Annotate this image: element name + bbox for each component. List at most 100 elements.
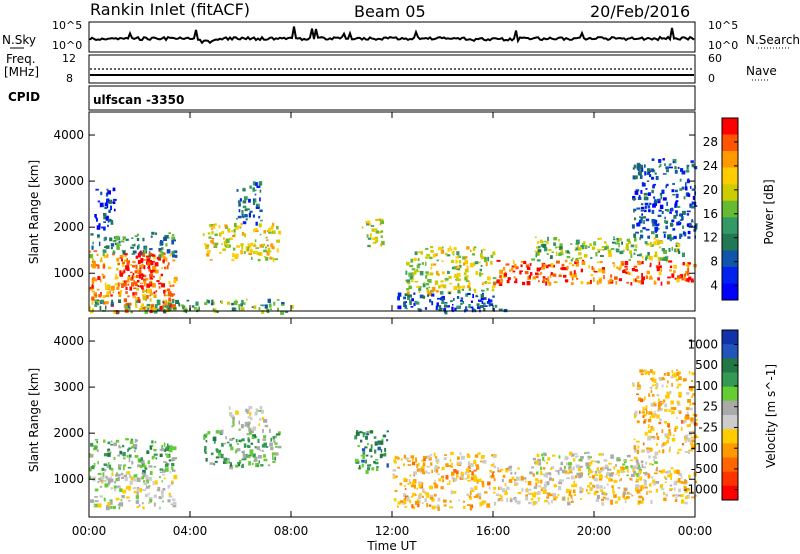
echo-cell (242, 200, 247, 204)
echo-cell (682, 225, 685, 229)
echo-cell (684, 278, 687, 282)
echo-cell (510, 267, 514, 271)
echo-cell (94, 488, 99, 492)
echo-cell (126, 258, 128, 263)
echo-cell (244, 214, 248, 218)
echo-cell (109, 500, 113, 505)
echo-cell (628, 493, 632, 496)
echo-cell (676, 369, 678, 372)
echo-cell (633, 445, 637, 450)
echo-cell (132, 487, 136, 490)
echo-cell (361, 226, 364, 229)
echo-cell (231, 425, 234, 428)
echo-cell (571, 484, 575, 488)
echo-cell (436, 270, 439, 275)
echo-cell (633, 438, 636, 441)
echo-cell (550, 467, 553, 470)
echo-cell (678, 391, 682, 396)
echo-cell (458, 285, 462, 289)
echo-cell (93, 278, 97, 282)
echo-cell (138, 504, 141, 507)
echo-cell (656, 414, 660, 419)
echo-cell (409, 299, 411, 304)
echo-cell (276, 225, 279, 230)
nave-tick-top: 60 (708, 52, 722, 65)
echo-cell (481, 273, 484, 275)
echo-cell (607, 467, 609, 471)
echo-cell (641, 464, 644, 469)
echo-cell (505, 490, 508, 494)
echo-cell (418, 493, 422, 496)
echo-cell (662, 442, 666, 446)
echo-cell (139, 459, 142, 462)
echo-cell (166, 288, 171, 291)
echo-cell (441, 301, 445, 304)
echo-cell (150, 253, 154, 257)
echo-cell (214, 223, 217, 226)
echo-cell (682, 262, 685, 266)
echo-cell (684, 490, 688, 493)
echo-cell (158, 286, 161, 289)
echo-cell (562, 252, 564, 256)
echo-cell (397, 505, 399, 508)
echo-cell (663, 249, 667, 254)
echo-cell (125, 280, 130, 283)
echo-cell (102, 472, 105, 477)
echo-cell (514, 481, 517, 486)
echo-cell (655, 468, 658, 472)
echo-cell (467, 285, 471, 289)
echo-cell (101, 467, 105, 471)
echo-cell (354, 458, 359, 463)
echo-cell (673, 469, 677, 474)
echo-cell (573, 493, 577, 496)
echo-cell (645, 405, 648, 410)
echo-cell (663, 233, 666, 238)
echo-cell (515, 278, 518, 281)
echo-cell (116, 310, 120, 314)
echo-cell (451, 471, 455, 476)
echo-cell (538, 499, 540, 502)
echo-cell (142, 274, 145, 278)
echo-cell (365, 469, 369, 474)
echo-cell (205, 458, 208, 462)
echo-cell (213, 224, 215, 227)
echo-cell (642, 209, 646, 212)
echo-cell (115, 478, 119, 482)
echo-cell (148, 304, 151, 310)
echo-cell (421, 502, 424, 505)
echo-cell (635, 484, 639, 488)
echo-cell (119, 488, 123, 492)
echo-cell (173, 474, 178, 480)
echo-cell (236, 189, 239, 192)
echo-cell (362, 434, 365, 438)
echo-cell (541, 262, 544, 265)
echo-cell (164, 305, 169, 308)
echo-cell (444, 310, 448, 315)
echo-cell (588, 476, 591, 478)
echo-cell (547, 501, 550, 505)
echo-cell (236, 443, 239, 445)
echo-cell (579, 486, 583, 491)
echo-cell (423, 456, 428, 459)
echo-cell (146, 283, 151, 288)
echo-cell (205, 433, 208, 437)
echo-cell (159, 276, 161, 280)
echo-cell (468, 495, 471, 498)
echo-cell (691, 163, 695, 168)
echo-cell (125, 486, 128, 490)
echo-cell (470, 463, 474, 467)
echo-cell (648, 255, 651, 260)
echo-cell (392, 469, 397, 472)
echo-cell (97, 276, 101, 281)
echo-cell (680, 494, 684, 498)
echo-cell (102, 275, 105, 279)
echo-cell (112, 187, 116, 192)
echo-cell (397, 466, 400, 469)
echo-cell (240, 222, 243, 226)
echo-cell (637, 164, 642, 166)
echo-cell (573, 270, 576, 275)
echo-cell (634, 175, 638, 180)
echo-cell (655, 265, 659, 268)
echo-cell (535, 478, 539, 482)
